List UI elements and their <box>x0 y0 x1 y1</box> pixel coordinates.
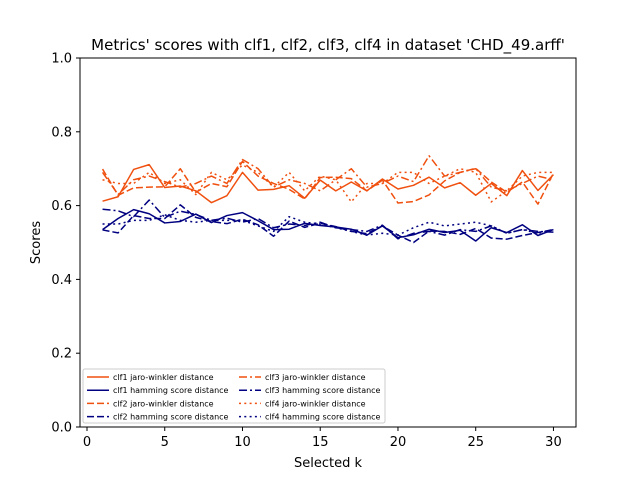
axes-frame <box>79 57 577 428</box>
y-tick-label: 1.0 <box>51 52 72 67</box>
y-tick-label: 0.6 <box>51 199 72 214</box>
legend-label-6: clf3 hamming score distance <box>265 386 381 395</box>
series-line-7 <box>102 164 554 203</box>
legend-label-2: clf1 hamming score distance <box>113 386 229 395</box>
chart-title: Metrics' scores with clf1, clf2, clf3, c… <box>91 36 565 55</box>
legend-label-5: clf3 jaro-winkler distance <box>265 373 366 382</box>
x-tick-label: 5 <box>161 435 169 450</box>
x-tick-label: 15 <box>312 435 329 450</box>
legend: clf1 jaro-winkler distance clf1 hamming s… <box>82 368 386 424</box>
x-tick-label: 10 <box>234 435 251 450</box>
x-tick-label: 20 <box>390 435 407 450</box>
legend-label-1: clf1 jaro-winkler distance <box>113 373 214 382</box>
x-axis-label: Selected k <box>294 456 362 471</box>
x-tick-label: 30 <box>545 435 562 450</box>
axis-ticks: 0 5 10 15 20 25 30 0.0 0.2 0.4 0.6 0.8 1.0 <box>51 52 561 451</box>
legend-label-8: clf4 hamming score distance <box>265 413 381 422</box>
y-axis-label: Scores <box>29 221 44 264</box>
series-line-4 <box>102 204 554 244</box>
y-tick-label: 0.2 <box>51 347 72 362</box>
series-line-6 <box>102 199 554 240</box>
x-tick-label: 0 <box>83 435 91 450</box>
y-tick-label: 0.4 <box>51 273 72 288</box>
series-line-2 <box>102 208 554 242</box>
legend-label-4: clf2 hamming score distance <box>113 413 229 422</box>
legend-label-3: clf2 jaro-winkler distance <box>113 399 214 408</box>
legend-box <box>82 368 386 424</box>
plot-area <box>101 155 555 244</box>
y-tick-label: 0.0 <box>51 421 72 436</box>
legend-label-7: clf4 jaro-winkler distance <box>265 399 366 408</box>
x-tick-label: 25 <box>467 435 484 450</box>
series-line-5 <box>101 155 554 196</box>
y-tick-label: 0.8 <box>51 125 72 140</box>
